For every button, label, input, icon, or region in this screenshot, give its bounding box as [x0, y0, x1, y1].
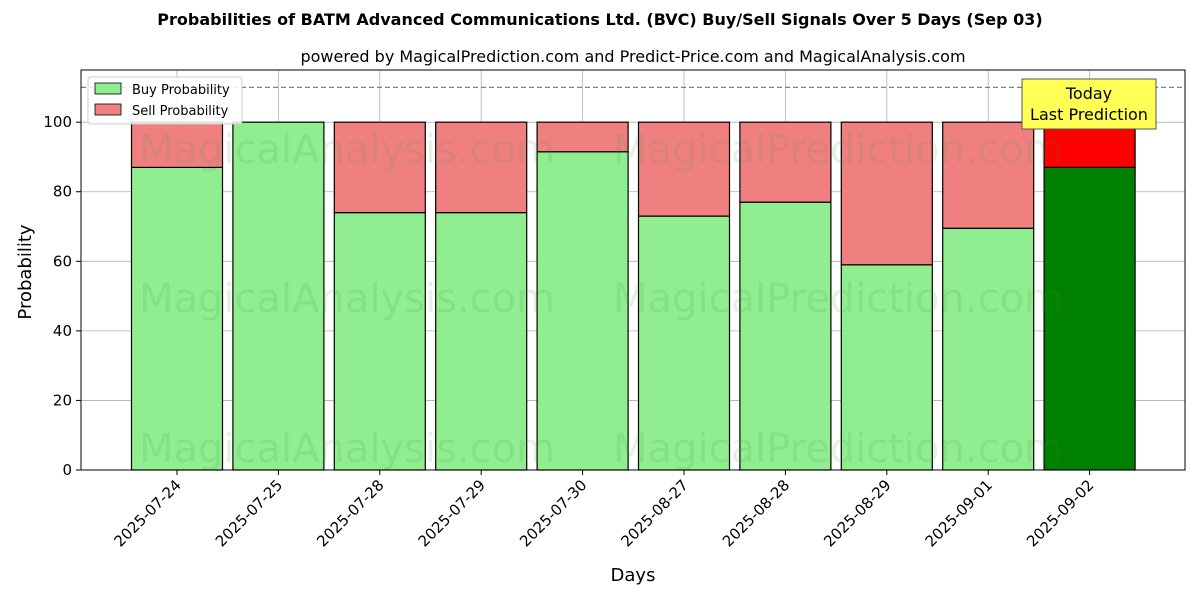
legend-label-sell: Sell Probability — [132, 104, 229, 119]
watermark-text: MagicalAnalysis.com — [139, 426, 555, 472]
annotation-line-today: Today — [1065, 84, 1112, 103]
bars — [130, 121, 1136, 471]
chart-title: Probabilities of BATM Advanced Communica… — [157, 10, 1042, 29]
annotation-line-last-prediction: Last Prediction — [1030, 105, 1148, 124]
y-tick-label: 60 — [53, 252, 72, 270]
today-annotation: Today Last Prediction — [1021, 78, 1157, 130]
y-tick-label: 100 — [43, 113, 72, 131]
watermark-text: MagicalAnalysis.com — [139, 276, 555, 322]
buy-bar — [536, 151, 629, 471]
sell-bar — [130, 121, 224, 168]
sell-bar — [1043, 121, 1136, 168]
buy-bar — [232, 121, 325, 471]
buy-bar — [637, 215, 731, 471]
annotation-box — [1021, 78, 1157, 130]
y-tick-label: 20 — [53, 391, 72, 409]
legend-swatch-buy — [94, 82, 122, 95]
legend-box — [87, 76, 243, 125]
sell-bar — [739, 121, 832, 203]
legend: Buy Probability Sell Probability — [87, 76, 243, 125]
y-tick-label: 40 — [53, 322, 72, 340]
x-axis-label: Days — [611, 565, 656, 586]
sell-bar — [942, 121, 1035, 229]
watermark-text: MagicalPrediction.com — [613, 276, 1063, 322]
y-axis: 0 20 40 60 80 100 — [43, 113, 81, 479]
chart-subtitle: powered by MagicalPrediction.com and Pre… — [300, 47, 965, 66]
watermark-text: MagicalPrediction.com — [613, 426, 1063, 472]
buy-bar — [942, 227, 1035, 471]
plot-frame — [80, 69, 1186, 471]
watermark-text: MagicalPrediction.com — [613, 127, 1063, 173]
sell-bar — [435, 121, 528, 214]
sell-bar — [840, 121, 933, 266]
buy-bar — [1043, 166, 1136, 471]
buy-bar — [840, 264, 933, 471]
legend-swatch-sell — [94, 103, 122, 116]
buy-bar — [739, 201, 832, 471]
sell-bar — [637, 121, 731, 217]
watermark-text: MagicalAnalysis.com — [139, 127, 555, 173]
y-axis-label: Probability — [15, 224, 36, 319]
sell-bar — [536, 121, 629, 153]
y-tick-label: 0 — [62, 461, 72, 479]
watermarks: MagicalAnalysis.com MagicalPrediction.com… — [139, 127, 1063, 472]
legend-label-buy: Buy Probability — [132, 83, 230, 98]
y-tick-label: 80 — [53, 183, 72, 201]
sell-bar — [333, 121, 426, 214]
buy-bar — [333, 212, 426, 471]
